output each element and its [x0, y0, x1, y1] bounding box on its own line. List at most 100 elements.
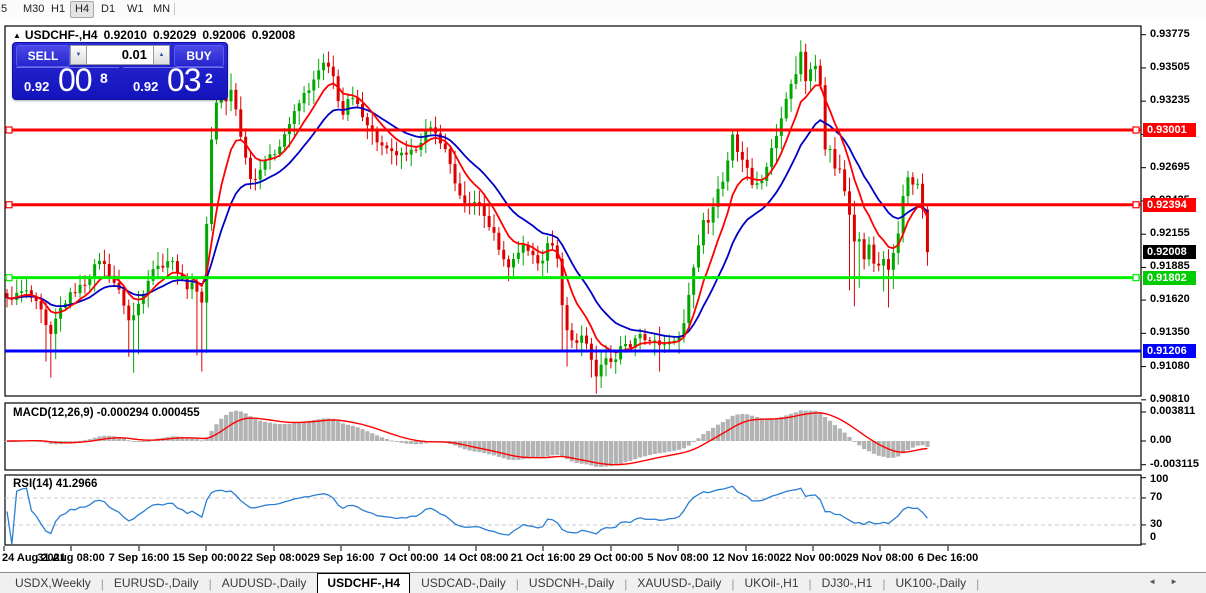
hline-handle[interactable] [5, 201, 13, 209]
macd-axis-label: 0.003811 [1150, 405, 1196, 417]
price-axis-label: 0.91350 [1150, 326, 1190, 338]
volume-input[interactable]: 0.01 [87, 45, 153, 65]
macd-label: MACD(12,26,9) -0.000294 0.000455 [13, 407, 200, 419]
chart-tab-ukoil-h1[interactable]: UKOil-,H1 [744, 576, 799, 590]
chart-tab-eurusd-daily[interactable]: EURUSD-,Daily [113, 576, 199, 590]
chart-ohlc-header: ▲ USDCHF-,H4 0.92010 0.92029 0.92006 0.92008 [13, 28, 301, 42]
buy-button[interactable]: BUY [174, 45, 224, 67]
panel-border-1 [4, 402, 1142, 471]
current-price-tag: 0.92008 [1143, 245, 1196, 259]
time-axis-label: 29 Sep 16:00 [307, 552, 375, 564]
volume-increase-button[interactable]: ▲ [153, 45, 170, 65]
tab-separator: | [208, 576, 212, 591]
hline-price-tag: 0.91206 [1143, 344, 1196, 358]
timeframe-button-w1[interactable]: W1 [127, 3, 144, 15]
low-value: 0.92006 [202, 28, 246, 42]
symbol-period-label: USDCHF-,H4 [24, 28, 98, 42]
buy-price-sup: 2 [205, 70, 213, 86]
price-axis-label: 0.91620 [1150, 293, 1190, 305]
hline-handle[interactable] [1132, 126, 1140, 134]
sell-button[interactable]: SELL [16, 45, 70, 67]
rsi-label: RSI(14) 41.2966 [13, 478, 98, 490]
sell-price-prefix: 0.92 [24, 79, 50, 94]
price-axis-label: 0.93505 [1150, 61, 1190, 73]
chart-tab-xauusd-daily[interactable]: XAUUSD-,Daily [637, 576, 722, 590]
price-axis-label: 0.91080 [1150, 360, 1190, 372]
time-axis-label: 29 Nov 08:00 [846, 552, 914, 564]
hline-price-tag: 0.92394 [1143, 198, 1196, 212]
chart-tab-audusd-daily[interactable]: AUDUSD-,Daily [221, 576, 307, 590]
collapse-triangle-icon[interactable]: ▲ [13, 31, 21, 40]
open-value: 0.92010 [103, 28, 147, 42]
rsi-axis-label: 100 [1150, 473, 1169, 485]
timeframe-button-d1[interactable]: D1 [101, 3, 116, 15]
close-value: 0.92008 [251, 28, 296, 42]
trade-panel-price-row: 0.92 00 8 0.92 03 2 [13, 62, 227, 99]
timeframe-button-m30[interactable]: M30 [23, 3, 45, 15]
panel-border-0 [4, 25, 1142, 397]
tab-separator: | [624, 576, 628, 591]
panel-border-2 [4, 474, 1142, 546]
sell-price-big: 00 [58, 62, 93, 98]
chart-tab-uk100-daily[interactable]: UK100-,Daily [895, 576, 967, 590]
time-axis-label: 24 Aug 2021 [2, 552, 66, 564]
hline-price-tag: 0.91802 [1143, 271, 1196, 285]
buy-price-prefix: 0.92 [133, 79, 159, 94]
chart-tab-usdcad-daily[interactable]: USDCAD-,Daily [421, 576, 506, 590]
chart-tab-dj30-h1[interactable]: DJ30-,H1 [821, 576, 873, 590]
timeframe-button-5[interactable]: 5 [1, 3, 8, 15]
time-axis-label: 7 Sep 16:00 [108, 552, 170, 564]
timeframe-button-h4[interactable]: H4 [70, 1, 95, 18]
macd-axis-label: -0.003115 [1150, 458, 1199, 470]
buy-price[interactable]: 0.92 03 2 [123, 62, 224, 98]
timeframe-button-mn[interactable]: MN [153, 3, 171, 15]
hline-handle[interactable] [5, 126, 13, 134]
sell-price-sup: 8 [100, 70, 108, 86]
price-axis-label: 0.93775 [1150, 28, 1190, 40]
ma-fast-line [6, 82, 929, 354]
price-axis-label: 0.90810 [1150, 393, 1190, 405]
time-axis-label: 6 Dec 16:00 [917, 552, 979, 564]
one-click-trading-panel: SELL ▼ 0.01 ▲ BUY 0.92 00 8 0.92 03 2 [12, 42, 228, 100]
time-axis-label: 12 Nov 16:00 [712, 552, 780, 564]
tab-separator: | [882, 576, 886, 591]
hline-price-tag: 0.93001 [1143, 123, 1196, 137]
price-axis-label: 0.92155 [1150, 227, 1190, 239]
rsi-axis-label: 0 [1150, 531, 1157, 543]
timeframe-button-h1[interactable]: H1 [51, 3, 66, 15]
time-axis-label: 29 Oct 00:00 [578, 552, 644, 564]
tab-separator: | [808, 576, 812, 591]
time-axis-label: 22 Nov 00:00 [779, 552, 847, 564]
volume-decrease-button[interactable]: ▼ [70, 45, 87, 65]
toolbar-separator [174, 3, 175, 15]
time-axis-label: 5 Nov 08:00 [647, 552, 709, 564]
sell-price[interactable]: 0.92 00 8 [16, 62, 119, 98]
trade-panel-top-row: SELL ▼ 0.01 ▲ BUY [13, 43, 227, 67]
tab-scroll-arrows[interactable]: ◄► [1148, 577, 1192, 586]
time-axis-label: 14 Oct 08:00 [443, 552, 509, 564]
time-axis-label: 7 Oct 00:00 [379, 552, 439, 564]
time-axis-label: 22 Sep 08:00 [240, 552, 308, 564]
tab-separator: | [100, 576, 104, 591]
rsi-line [6, 485, 928, 545]
time-axis-label: 31 Aug 08:00 [37, 552, 105, 564]
chart-tab-usdcnh-daily[interactable]: USDCNH-,Daily [528, 576, 615, 590]
chart-tab-bar: USDX,Weekly | EURUSD-,Daily | AUDUSD-,Daily … [0, 572, 1206, 593]
hline-handle[interactable] [5, 274, 13, 282]
price-axis-label: 0.92695 [1150, 161, 1190, 173]
tab-separator: | [976, 576, 980, 591]
rsi-axis-label: 70 [1150, 491, 1163, 503]
ma-slow-line [6, 106, 929, 338]
hline-handle[interactable] [1132, 201, 1140, 209]
timeframe-toolbar: 5 M30 H1 H4 D1 W1 MN [0, 0, 1206, 19]
tab-separator: | [515, 576, 519, 591]
rsi-axis-label: 30 [1150, 518, 1163, 530]
price-axis-label: 0.91885 [1150, 260, 1190, 272]
chart-tab-usdx-weekly[interactable]: USDX,Weekly [15, 576, 91, 590]
high-value: 0.92029 [152, 28, 197, 42]
buy-price-big: 03 [167, 62, 202, 98]
hline-handle[interactable] [1132, 274, 1140, 282]
chart-tab-usdchf-h4[interactable]: USDCHF-,H4 [317, 572, 411, 593]
